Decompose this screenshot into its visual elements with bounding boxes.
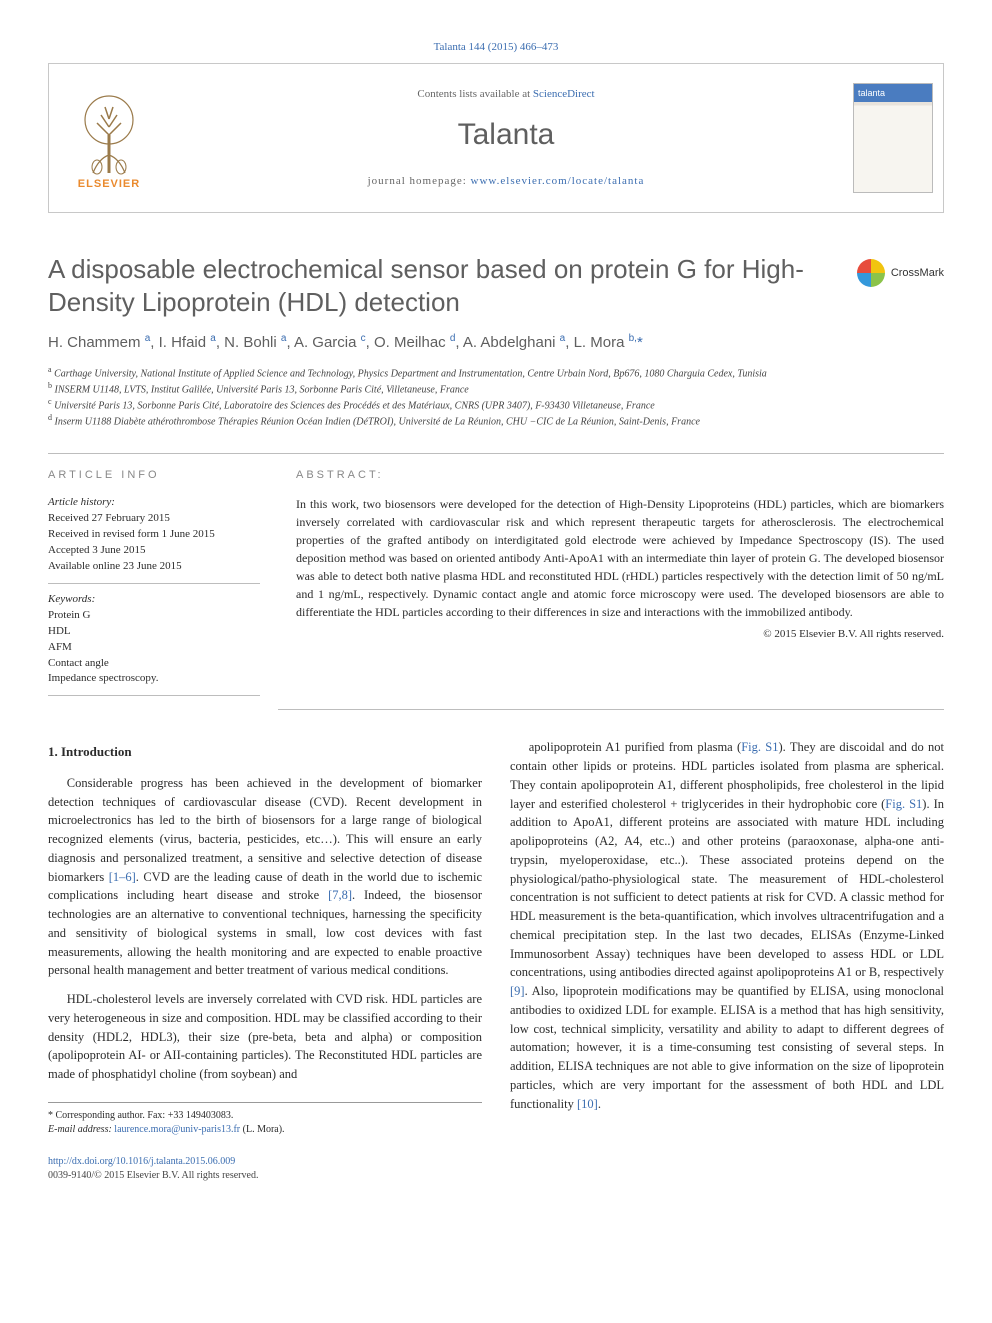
journal-header: ELSEVIER Contents lists available at Sci… [48, 63, 944, 213]
crossmark-badge[interactable]: CrossMark [857, 259, 944, 287]
article-info-heading: article info [48, 468, 260, 483]
homepage-label: journal homepage: [368, 175, 471, 187]
journal-homepage: journal homepage: www.elsevier.com/locat… [368, 174, 645, 189]
keyword-item: Contact angle [48, 656, 260, 672]
article-title: A disposable electrochemical sensor base… [48, 253, 857, 318]
body-columns: 1. Introduction Considerable progress ha… [48, 738, 944, 1137]
abstract-column: abstract: In this work, two biosensors w… [278, 454, 944, 711]
fig-s1-link-b[interactable]: Fig. S1 [885, 797, 922, 811]
citation-10[interactable]: [10] [577, 1097, 598, 1111]
footnote-fax: * Corresponding author. Fax: +33 1494030… [48, 1109, 482, 1123]
corresponding-email[interactable]: laurence.mora@univ-paris13.fr [114, 1124, 240, 1135]
abstract-text: In this work, two biosensors were develo… [296, 495, 944, 621]
citation-9[interactable]: [9] [510, 984, 525, 998]
intro-para-2: HDL-cholesterol levels are inversely cor… [48, 990, 482, 1084]
keyword-item: AFM [48, 640, 260, 656]
article-history: Article history: Received 27 February 20… [48, 495, 260, 584]
intro-para-1: Considerable progress has been achieved … [48, 774, 482, 980]
history-online: Available online 23 June 2015 [48, 559, 260, 575]
contents-available: Contents lists available at ScienceDirec… [417, 87, 594, 102]
affiliation-line: d Inserm U1188 Diabète athérothrombose T… [48, 413, 944, 429]
keywords: Keywords: Protein GHDLAFMContact angleIm… [48, 592, 260, 697]
publisher-name: ELSEVIER [78, 177, 140, 192]
elsevier-tree-icon [69, 85, 149, 175]
affiliations: a Carthage University, National Institut… [48, 365, 944, 428]
keyword-item: Protein G [48, 608, 260, 624]
history-label: Article history: [48, 495, 260, 511]
abstract-heading: abstract: [296, 468, 944, 483]
keyword-item: HDL [48, 624, 260, 640]
crossmark-icon [857, 259, 885, 287]
affiliation-line: b INSERM U1148, LVTS, Institut Galilée, … [48, 381, 944, 397]
copyright: © 2015 Elsevier B.V. All rights reserved… [296, 627, 944, 642]
article-info-column: article info Article history: Received 2… [48, 454, 278, 711]
corresponding-author-footnote: * Corresponding author. Fax: +33 1494030… [48, 1102, 482, 1137]
publisher-logo: ELSEVIER [49, 64, 169, 212]
journal-title: Talanta [458, 114, 555, 156]
affiliation-line: a Carthage University, National Institut… [48, 365, 944, 381]
history-accepted: Accepted 3 June 2015 [48, 543, 260, 559]
affiliation-line: c Université Paris 13, Sorbonne Paris Ci… [48, 397, 944, 413]
sciencedirect-link[interactable]: ScienceDirect [533, 88, 595, 100]
header-center: Contents lists available at ScienceDirec… [169, 64, 843, 212]
keyword-item: Impedance spectroscopy. [48, 671, 260, 687]
citation: Talanta 144 (2015) 466–473 [48, 40, 944, 55]
homepage-link[interactable]: www.elsevier.com/locate/talanta [471, 175, 645, 187]
history-received: Received 27 February 2015 [48, 511, 260, 527]
issn-line: 0039-9140/© 2015 Elsevier B.V. All right… [48, 1169, 944, 1183]
intro-heading: 1. Introduction [48, 742, 482, 762]
crossmark-label: CrossMark [891, 266, 944, 281]
contents-prefix: Contents lists available at [417, 88, 532, 100]
citation-1-6[interactable]: [1–6] [109, 870, 136, 884]
page-footer: http://dx.doi.org/10.1016/j.talanta.2015… [48, 1155, 944, 1183]
history-revised: Received in revised form 1 June 2015 [48, 527, 260, 543]
citation-7-8[interactable]: [7,8] [328, 888, 352, 902]
fig-s1-link-a[interactable]: Fig. S1 [741, 740, 778, 754]
cover-thumbnail: talanta [843, 64, 943, 212]
authors: H. Chammem a, I. Hfaid a, N. Bohli a, A.… [48, 332, 944, 353]
footnote-email-line: E-mail address: laurence.mora@univ-paris… [48, 1123, 482, 1137]
email-who: (L. Mora). [240, 1124, 284, 1135]
keywords-label: Keywords: [48, 592, 260, 608]
intro-para-3: apolipoprotein A1 purified from plasma (… [510, 738, 944, 1113]
cover-band: talanta [854, 84, 932, 102]
doi-link[interactable]: http://dx.doi.org/10.1016/j.talanta.2015… [48, 1156, 235, 1167]
email-label: E-mail address: [48, 1124, 114, 1135]
cover-image: talanta [853, 83, 933, 193]
